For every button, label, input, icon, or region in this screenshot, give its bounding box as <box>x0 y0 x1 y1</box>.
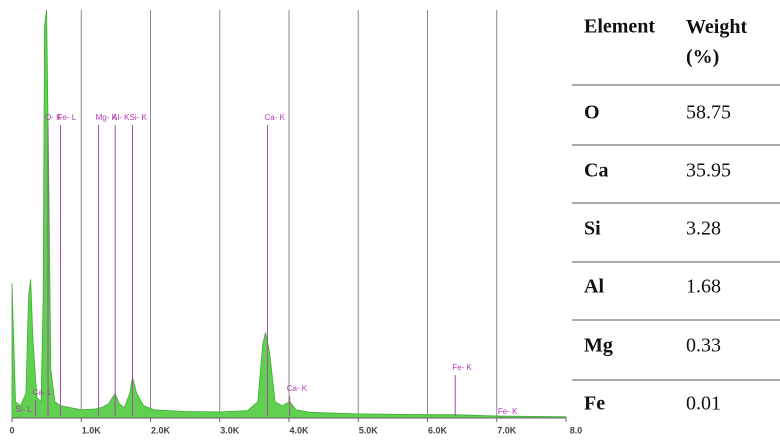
element-cell: Si <box>584 218 601 240</box>
composition-table: Element Weight (%) O 58.75 Ca 35.95 Si 3.28 Al 1.6… <box>572 16 780 415</box>
header-cell: Weight (%) <box>686 16 747 68</box>
peak-label: Fe- K <box>498 407 518 416</box>
spectrum-area <box>11 9 567 419</box>
element-cell: O <box>584 102 600 124</box>
weight-cell: 58.75 <box>686 102 731 124</box>
peak-label: Fe- L <box>57 113 76 122</box>
element-cell: Mg <box>584 335 613 357</box>
weight-cell: 0.01 <box>686 393 721 415</box>
x-tick-label: 4.0K <box>289 425 309 435</box>
x-tick-label: 6.0K <box>428 425 448 435</box>
x-tick-label: 0 <box>9 425 14 435</box>
peak-label: Ca- K <box>287 384 308 393</box>
weight-cell: 0.33 <box>686 335 721 357</box>
peak-label: O- K <box>45 113 62 122</box>
x-tick-label: 3.0K <box>220 425 240 435</box>
weight-cell: 1.68 <box>686 276 721 298</box>
x-tick-label: 8.0 <box>570 425 583 435</box>
weight-cell: 3.28 <box>686 218 721 240</box>
peak-label: Ca- K <box>265 113 286 122</box>
element-cell: Al <box>584 276 604 298</box>
peak-label: Al- K <box>112 113 130 122</box>
x-tick-label: 2.0K <box>151 425 171 435</box>
peak-label: Ca- L <box>33 388 53 397</box>
spectrum: 0 1.0K 2.0K 3.0K 4.0K 5.0K 6.0K 7.0K 8.0O- KFe- … <box>9 9 583 435</box>
weight-cell: 35.95 <box>686 160 731 182</box>
peak-label: Si- L <box>15 405 32 414</box>
peak-label: Mg- K <box>96 113 118 122</box>
peak-label: Si- K <box>129 113 147 122</box>
peak-label: Fe- K <box>452 363 472 372</box>
element-cell: Fe <box>584 393 605 415</box>
x-tick-label: 5.0K <box>359 425 379 435</box>
header-cell: Element <box>584 16 655 38</box>
x-tick-label: 7.0K <box>497 425 517 435</box>
x-tick-label: 1.0K <box>82 425 102 435</box>
element-cell: Ca <box>584 160 608 182</box>
